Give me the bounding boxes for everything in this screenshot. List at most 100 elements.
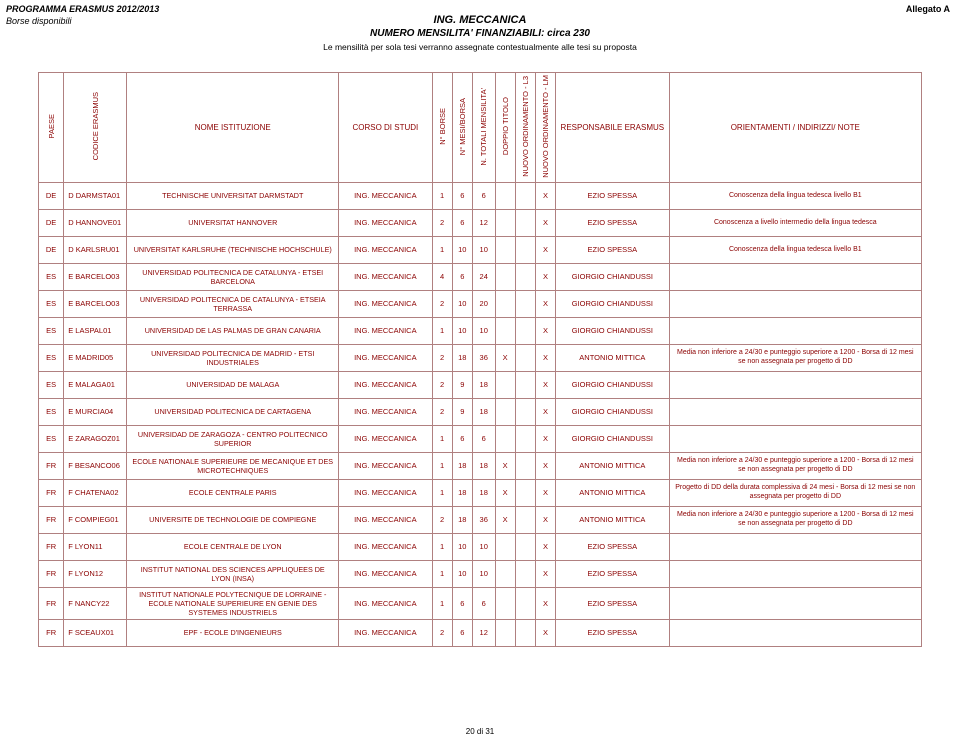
cell-corso: ING. MECCANICA	[339, 452, 432, 479]
cell-borse: 2	[432, 344, 452, 371]
table-row: FRF NANCY22INSTITUT NATIONALE POLYTECNIQ…	[39, 587, 922, 619]
cell-lm: X	[535, 209, 555, 236]
cell-borse: 1	[432, 479, 452, 506]
cell-lm: X	[535, 587, 555, 619]
cell-nome: INSTITUT NATIONAL DES SCIENCES APPLIQUEE…	[127, 560, 339, 587]
cell-l3	[515, 317, 535, 344]
cell-dt: X	[495, 479, 515, 506]
cell-borse: 1	[432, 182, 452, 209]
cell-paese: ES	[39, 290, 64, 317]
cell-borse: 2	[432, 290, 452, 317]
cell-lm: X	[535, 344, 555, 371]
cell-l3	[515, 619, 535, 646]
cell-dt	[495, 425, 515, 452]
col-doppio: DOPPIO TITOLO	[495, 73, 515, 183]
cell-l3	[515, 371, 535, 398]
cell-nome: INSTITUT NATIONALE POLYTECNIQUE DE LORRA…	[127, 587, 339, 619]
cell-mesi: 6	[452, 425, 472, 452]
cell-paese: FR	[39, 560, 64, 587]
cell-codice: D KARLSRU01	[64, 236, 127, 263]
cell-resp: EZIO SPESSA	[556, 182, 670, 209]
cell-note: Progetto di DD della durata complessiva …	[669, 479, 921, 506]
cell-dt: X	[495, 452, 515, 479]
table-row: ESE BARCELO03UNIVERSIDAD POLITECNICA DE …	[39, 290, 922, 317]
cell-resp: EZIO SPESSA	[556, 560, 670, 587]
cell-mesi: 10	[452, 236, 472, 263]
page-note: Le mensilità per sola tesi verranno asse…	[0, 42, 960, 52]
cell-corso: ING. MECCANICA	[339, 290, 432, 317]
cell-mesi: 6	[452, 182, 472, 209]
cell-codice: F NANCY22	[64, 587, 127, 619]
col-nborse: N° BORSE	[432, 73, 452, 183]
cell-resp: EZIO SPESSA	[556, 236, 670, 263]
cell-nome: UNIVERSIDAD DE LAS PALMAS DE GRAN CANARI…	[127, 317, 339, 344]
cell-resp: ANTONIO MITTICA	[556, 479, 670, 506]
cell-resp: EZIO SPESSA	[556, 533, 670, 560]
cell-codice: F CHATENA02	[64, 479, 127, 506]
cell-borse: 2	[432, 506, 452, 533]
cell-lm: X	[535, 452, 555, 479]
page-footer: 20 di 31	[0, 727, 960, 736]
cell-corso: ING. MECCANICA	[339, 479, 432, 506]
cell-paese: ES	[39, 425, 64, 452]
cell-lm: X	[535, 398, 555, 425]
cell-note	[669, 263, 921, 290]
cell-mesi: 10	[452, 533, 472, 560]
cell-codice: F LYON12	[64, 560, 127, 587]
cell-resp: ANTONIO MITTICA	[556, 344, 670, 371]
table-row: ESE ZARAGOZ01UNIVERSIDAD DE ZARAGOZA - C…	[39, 425, 922, 452]
cell-borse: 4	[432, 263, 452, 290]
cell-nome: UNIVERSIDAD DE MALAGA	[127, 371, 339, 398]
cell-borse: 1	[432, 587, 452, 619]
cell-nome: UNIVERSIDAD DE ZARAGOZA - CENTRO POLITEC…	[127, 425, 339, 452]
table-row: FRF SCEAUX01EPF - ECOLE D'INGENIEURSING.…	[39, 619, 922, 646]
col-lm: NUOVO ORDINAMENTO - LM	[535, 73, 555, 183]
cell-codice: F BESANCO06	[64, 452, 127, 479]
cell-corso: ING. MECCANICA	[339, 209, 432, 236]
cell-corso: ING. MECCANICA	[339, 587, 432, 619]
cell-lm: X	[535, 619, 555, 646]
cell-note	[669, 560, 921, 587]
cell-borse: 1	[432, 317, 452, 344]
cell-codice: D HANNOVE01	[64, 209, 127, 236]
cell-note	[669, 619, 921, 646]
cell-l3	[515, 425, 535, 452]
cell-l3	[515, 560, 535, 587]
cell-note: Media non inferiore a 24/30 e punteggio …	[669, 506, 921, 533]
cell-lm: X	[535, 236, 555, 263]
data-table-wrap: PAESE CODICE ERASMUS NOME ISTITUZIONE CO…	[38, 72, 922, 647]
cell-paese: ES	[39, 398, 64, 425]
cell-note	[669, 371, 921, 398]
cell-resp: EZIO SPESSA	[556, 209, 670, 236]
table-row: FRF CHATENA02ECOLE CENTRALE PARISING. ME…	[39, 479, 922, 506]
cell-dt	[495, 263, 515, 290]
cell-lm: X	[535, 290, 555, 317]
cell-paese: DE	[39, 236, 64, 263]
cell-l3	[515, 533, 535, 560]
cell-mesi: 18	[452, 344, 472, 371]
cell-codice: F COMPIEG01	[64, 506, 127, 533]
cell-tot: 18	[472, 371, 495, 398]
col-paese: PAESE	[39, 73, 64, 183]
cell-l3	[515, 587, 535, 619]
cell-tot: 12	[472, 619, 495, 646]
cell-l3	[515, 290, 535, 317]
cell-mesi: 6	[452, 587, 472, 619]
table-row: FRF BESANCO06ECOLE NATIONALE SUPERIEURE …	[39, 452, 922, 479]
col-corso: CORSO DI STUDI	[339, 73, 432, 183]
cell-tot: 20	[472, 290, 495, 317]
cell-note: Conoscenza della lingua tedesca livello …	[669, 236, 921, 263]
cell-nome: UNIVERSITAT HANNOVER	[127, 209, 339, 236]
cell-l3	[515, 263, 535, 290]
cell-corso: ING. MECCANICA	[339, 506, 432, 533]
cell-tot: 18	[472, 479, 495, 506]
cell-mesi: 6	[452, 263, 472, 290]
col-l3: NUOVO ORDINAMENTO - L3	[515, 73, 535, 183]
cell-borse: 2	[432, 371, 452, 398]
program-title: PROGRAMMA ERASMUS 2012/2013	[6, 4, 159, 14]
cell-mesi: 9	[452, 371, 472, 398]
cell-lm: X	[535, 425, 555, 452]
cell-l3	[515, 398, 535, 425]
cell-nome: UNIVERSIDAD POLITECNICA DE CATALUNYA - E…	[127, 263, 339, 290]
cell-borse: 1	[432, 560, 452, 587]
